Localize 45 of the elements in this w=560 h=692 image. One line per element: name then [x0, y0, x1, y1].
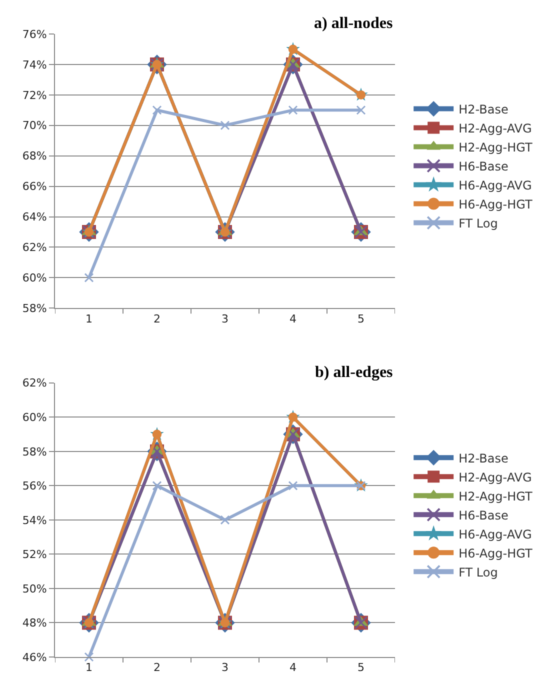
- chart-title: a) all-nodes: [314, 15, 393, 32]
- x-tick-label: 4: [290, 661, 296, 674]
- x-tick-label: 5: [358, 312, 364, 326]
- y-tick-label: 60%: [22, 272, 47, 285]
- legend-label: H6-Agg-HGT: [458, 197, 533, 212]
- y-tick-label: 48%: [22, 616, 47, 630]
- y-tick-label: 74%: [22, 58, 47, 72]
- legend-label: H2-Base: [458, 102, 508, 116]
- y-tick-label: 64%: [22, 210, 47, 224]
- legend-label: H2-Agg-HGT: [458, 489, 533, 504]
- y-tick-label: 58%: [22, 445, 47, 458]
- y-tick-label: 54%: [22, 514, 47, 527]
- y-tick-label: 56%: [22, 480, 47, 493]
- legend-label: H6-Base: [458, 159, 508, 174]
- x-tick-label: 2: [154, 312, 160, 326]
- y-tick-label: 62%: [22, 241, 47, 254]
- legend-label: H2-Base: [458, 451, 508, 466]
- y-tick-label: 70%: [22, 119, 47, 132]
- legend-label: H2-Agg-AVG: [458, 470, 532, 484]
- y-tick-label: 60%: [22, 410, 47, 424]
- legend-label: H6-Agg-AVG: [458, 178, 532, 192]
- legend-label: H2-Agg-HGT: [458, 140, 533, 154]
- x-tick-label: 1: [86, 661, 92, 674]
- legend-label: H6-Agg-AVG: [458, 527, 532, 542]
- y-tick-label: 72%: [22, 88, 47, 102]
- legend-label: H6-Base: [458, 508, 508, 522]
- x-tick-label: 3: [222, 312, 228, 326]
- legend-label: H2-Agg-AVG: [458, 121, 532, 136]
- x-tick-label: 2: [154, 661, 160, 674]
- x-tick-label: 3: [222, 661, 228, 674]
- y-tick-label: 62%: [22, 376, 47, 390]
- x-tick-label: 1: [86, 312, 92, 326]
- y-tick-label: 76%: [22, 28, 47, 41]
- x-tick-label: 4: [290, 312, 296, 326]
- y-tick-label: 52%: [22, 548, 47, 562]
- legend-label: H6-Agg-HGT: [458, 546, 533, 560]
- y-tick-label: 68%: [22, 150, 47, 163]
- chart-title: b) all-edges: [315, 364, 393, 381]
- y-tick-label: 66%: [22, 180, 47, 194]
- legend-label: FT Log: [458, 565, 498, 580]
- y-tick-label: 50%: [22, 582, 47, 596]
- y-tick-label: 46%: [22, 650, 47, 664]
- legend-label: FT Log: [458, 216, 498, 230]
- x-tick-label: 5: [358, 661, 364, 674]
- y-tick-label: 58%: [22, 302, 47, 315]
